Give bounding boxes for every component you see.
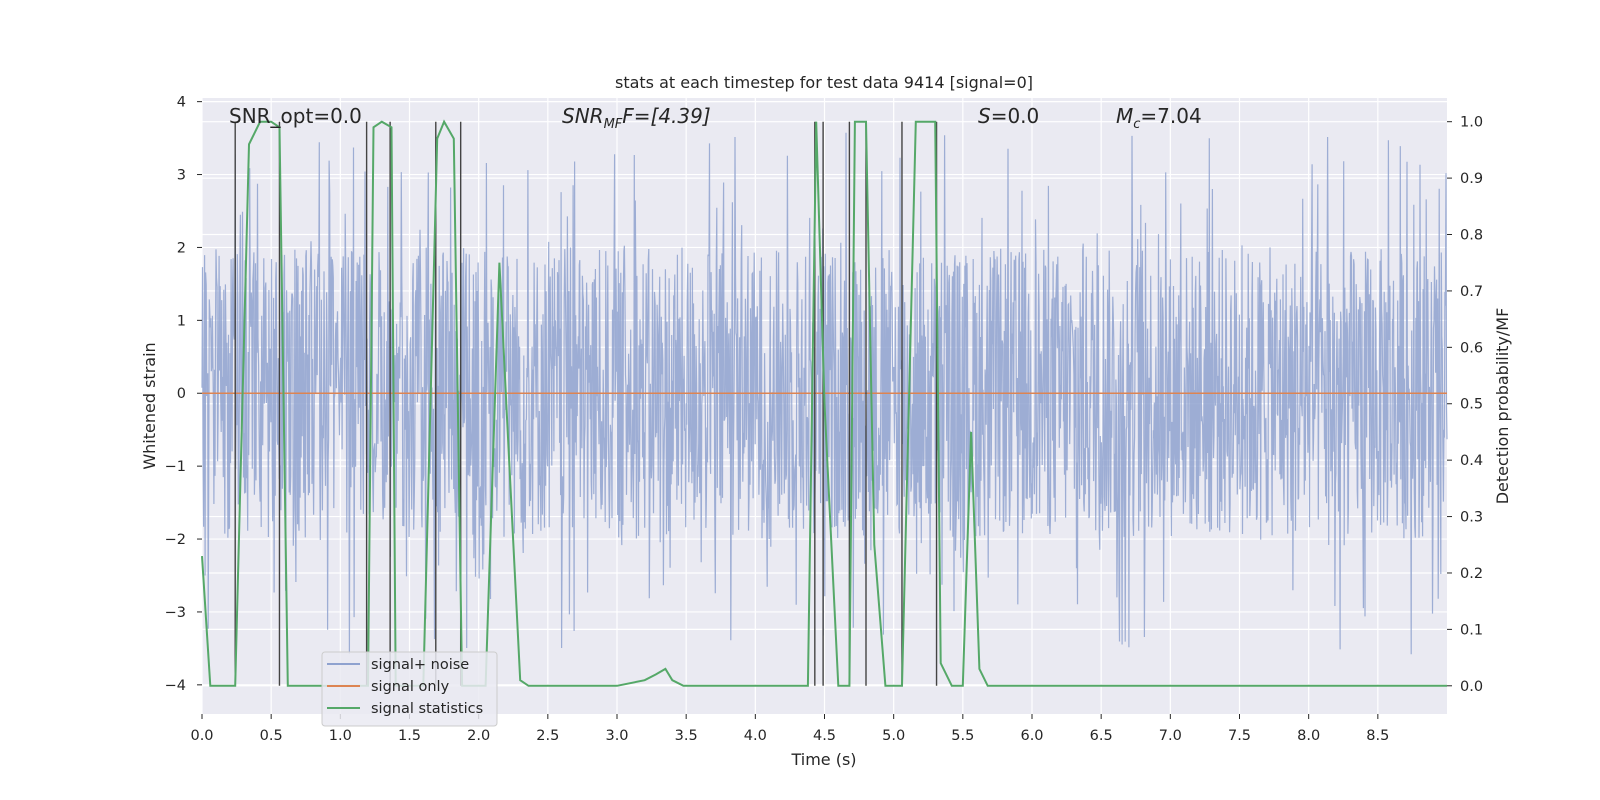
y2-tick-label: 0.2 bbox=[1460, 566, 1483, 582]
y2-tick-labels: 0.0 0.1 0.2 0.3 0.4 0.5 0.6 0.7 0.8 0.9 1.0 bbox=[1447, 115, 1483, 695]
y2-tick-label: 0.4 bbox=[1460, 453, 1483, 469]
x-tick-label: 6.5 bbox=[1090, 728, 1113, 744]
x-tick-label: 4.5 bbox=[813, 728, 836, 744]
y2-tick-label: 0.9 bbox=[1460, 171, 1483, 187]
signal-noise-series bbox=[201, 132, 1448, 655]
annotation-mc-sub: c bbox=[1133, 117, 1140, 132]
y2-tick-label: 1.0 bbox=[1460, 115, 1483, 131]
x-tick-label: 4.0 bbox=[744, 728, 767, 744]
y2-tick-label: 0.5 bbox=[1460, 397, 1483, 413]
annotation-snr-mf-sub: MF bbox=[604, 117, 623, 132]
y-tick-label: 3 bbox=[177, 168, 186, 184]
x-tick-label: 3.5 bbox=[675, 728, 698, 744]
signal-statistics-line bbox=[201, 119, 1447, 687]
x-tick-label: 1.5 bbox=[398, 728, 421, 744]
x-tick-label: 1.0 bbox=[329, 728, 352, 744]
y-tick-label: 4 bbox=[177, 95, 186, 111]
y2-tick-label: 0.1 bbox=[1460, 622, 1483, 638]
chart-title: stats at each timestep for test data 941… bbox=[615, 73, 1033, 92]
y-tick-label: −2 bbox=[165, 532, 186, 548]
y2-tick-label: 0.8 bbox=[1460, 228, 1483, 244]
x-tick-label: 0.0 bbox=[190, 728, 213, 744]
y-axis-label: Whitened strain bbox=[140, 342, 159, 469]
y2-axis-label: Detection probability/MF bbox=[1493, 308, 1512, 505]
annotation-s-rest: =0.0 bbox=[991, 104, 1040, 128]
x-tick-label: 2.5 bbox=[536, 728, 559, 744]
x-tick-label: 0.5 bbox=[260, 728, 283, 744]
y-tick-label: −4 bbox=[165, 678, 186, 694]
x-axis-label: Time (s) bbox=[790, 750, 856, 769]
annotation-mc-rest: =7.04 bbox=[1140, 104, 1201, 128]
signal-noise-line bbox=[201, 132, 1448, 655]
legend: signal+ noise signal only signal statist… bbox=[321, 651, 498, 727]
y2-tick-label: 0.0 bbox=[1460, 679, 1483, 695]
x-tick-label: 5.0 bbox=[882, 728, 905, 744]
x-tick-label: 2.0 bbox=[467, 728, 490, 744]
signal-statistics-series bbox=[201, 119, 1447, 687]
annotation-mc-italic: M bbox=[1116, 104, 1133, 128]
x-tick-label: 8.5 bbox=[1366, 728, 1389, 744]
x-tick-label: 7.0 bbox=[1159, 728, 1182, 744]
y2-tick-label: 0.3 bbox=[1460, 510, 1483, 526]
legend-frame bbox=[321, 651, 498, 727]
legend-label-signal-only: signal only bbox=[371, 679, 450, 695]
annotation-snr-mf: SNRMFF=[4.39] bbox=[562, 104, 711, 132]
annotation-s-italic: S bbox=[978, 104, 991, 128]
annotation-s: S=0.0 bbox=[978, 104, 1039, 128]
x-tick-label: 3.0 bbox=[605, 728, 628, 744]
x-tick-label: 6.0 bbox=[1020, 728, 1043, 744]
x-tick-labels: 0.0 0.5 1.0 1.5 2.0 2.5 3.0 3.5 4.0 4.5 5.0 5.5 6.0 6… bbox=[190, 714, 1389, 744]
x-tick-label: 7.5 bbox=[1228, 728, 1251, 744]
y2-tick-label: 0.6 bbox=[1460, 340, 1483, 356]
y-tick-label: 2 bbox=[177, 240, 186, 256]
x-tick-label: 8.0 bbox=[1297, 728, 1320, 744]
x-tick-label: 5.5 bbox=[951, 728, 974, 744]
y-tick-label: 0 bbox=[177, 386, 186, 402]
legend-label-signal-noise: signal+ noise bbox=[371, 657, 469, 673]
y-tick-label: −1 bbox=[165, 459, 186, 475]
y2-tick-label: 0.7 bbox=[1460, 284, 1483, 300]
annotation-snr-mf-main: SNR bbox=[562, 104, 604, 128]
annotation-mc: Mc=7.04 bbox=[1116, 104, 1202, 132]
legend-label-signal-statistics: signal statistics bbox=[371, 701, 483, 717]
vertical-marker-lines bbox=[234, 121, 938, 686]
annotation-snr-mf-rest: F=[4.39] bbox=[622, 104, 710, 128]
y-tick-labels: −4 −3 −2 −1 0 1 2 3 4 bbox=[165, 95, 202, 694]
y-tick-label: 1 bbox=[177, 313, 186, 329]
y-tick-label: −3 bbox=[165, 605, 186, 621]
annotation-snr-opt: SNR_opt=0.0 bbox=[229, 104, 362, 128]
